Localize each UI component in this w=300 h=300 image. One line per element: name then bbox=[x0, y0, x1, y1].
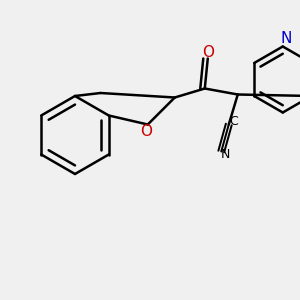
Text: C: C bbox=[229, 115, 238, 128]
Text: N: N bbox=[221, 148, 230, 161]
Text: O: O bbox=[140, 124, 152, 140]
Text: N: N bbox=[280, 32, 292, 46]
Text: O: O bbox=[202, 45, 214, 60]
